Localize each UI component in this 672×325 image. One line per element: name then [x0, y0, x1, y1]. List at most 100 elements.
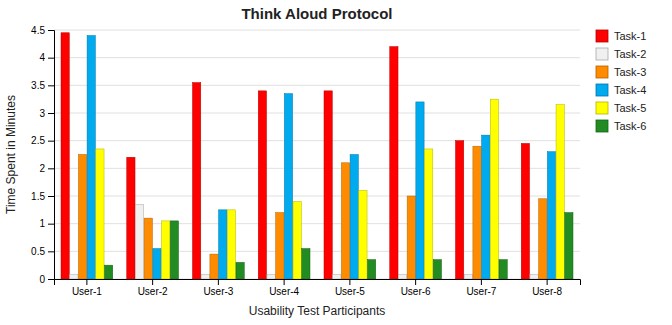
tick-mark [48, 30, 54, 31]
tick-label: User-4 [269, 286, 299, 297]
series [104, 213, 573, 279]
bar [530, 275, 538, 279]
tick: 0.5 [31, 246, 54, 257]
series [61, 33, 530, 279]
tick: 4 [39, 52, 54, 63]
tick-mark [415, 279, 416, 285]
bar [144, 218, 152, 279]
legend-item: Task-5 [596, 102, 646, 114]
bar [473, 146, 481, 279]
tick-label: User-2 [138, 286, 168, 297]
tick-label: User-5 [335, 286, 365, 297]
tick-mark [481, 279, 482, 285]
legend: Task-1Task-2Task-3Task-4Task-5Task-6 [596, 30, 646, 132]
legend-item: Task-1 [596, 30, 646, 42]
tick: User-5 [335, 279, 365, 297]
legend-swatch [596, 120, 608, 132]
bar [170, 221, 178, 279]
bar [70, 275, 78, 279]
tick-label: User-7 [466, 286, 496, 297]
bar [565, 213, 573, 279]
tick-mark [86, 279, 87, 285]
bar [359, 190, 367, 279]
bar [398, 275, 406, 279]
bar [324, 91, 332, 279]
tick: 3.5 [31, 80, 54, 91]
legend-label: Task-5 [614, 102, 646, 114]
bar [104, 265, 112, 279]
tick-mark [48, 141, 54, 142]
bar [456, 141, 464, 279]
tick-mark [48, 113, 54, 114]
y-axis: 00.511.522.533.544.5 [31, 25, 54, 285]
bar [490, 99, 498, 279]
series [87, 36, 556, 279]
tick-label: User-3 [203, 286, 233, 297]
tick-mark [547, 279, 548, 285]
tick: User-7 [466, 279, 496, 297]
chart: User-1User-2User-3User-4User-5User-6User… [0, 0, 672, 325]
tick: User-4 [269, 279, 299, 297]
tick: 3 [39, 108, 54, 119]
x-axis-line [55, 280, 581, 286]
title: Think Aloud Protocol [241, 5, 392, 22]
legend-label: Task-1 [614, 30, 646, 42]
bar [464, 275, 472, 279]
bar [302, 249, 310, 279]
bar [539, 199, 547, 279]
bar [153, 249, 161, 279]
bar [78, 155, 86, 280]
tick-mark [48, 196, 54, 197]
tick: User-1 [72, 279, 102, 297]
legend-swatch [596, 102, 608, 114]
bar [293, 202, 301, 279]
bar [258, 91, 266, 279]
legend-label: Task-6 [614, 120, 646, 132]
bar [201, 275, 209, 279]
plot: User-1User-2User-3User-4User-5User-6User… [31, 25, 580, 297]
legend-label: Task-2 [614, 48, 646, 60]
bar [276, 213, 284, 279]
bar [333, 275, 341, 279]
tick: 0 [39, 274, 54, 285]
tick-label: User-1 [72, 286, 102, 297]
legend-label: Task-4 [614, 84, 646, 96]
bar [127, 157, 135, 279]
grid-line [54, 30, 580, 31]
tick-mark [48, 58, 54, 59]
bar [416, 102, 424, 279]
tick-mark [284, 279, 285, 285]
tick-label: 2.5 [31, 135, 45, 146]
tick-label: User-8 [532, 286, 562, 297]
y-axis-title: Time Spent in Minutes [4, 95, 18, 214]
legend-item: Task-4 [596, 84, 646, 96]
tick-mark [48, 168, 54, 169]
tick-label: 1 [39, 218, 45, 229]
bar [482, 135, 490, 279]
grid [54, 30, 580, 279]
bar [499, 260, 507, 279]
tick-mark [218, 279, 219, 285]
x-axis-title: Usability Test Participants [249, 304, 386, 318]
bar [219, 210, 227, 279]
bar [267, 275, 275, 279]
bar [87, 36, 95, 279]
tick-label: 1.5 [31, 191, 45, 202]
bar [210, 254, 218, 279]
tick: 2.5 [31, 135, 54, 146]
bar [407, 196, 415, 279]
legend-item: Task-6 [596, 120, 646, 132]
bar [341, 163, 349, 279]
grid-line [54, 113, 580, 114]
bars [61, 33, 573, 279]
bar [433, 260, 441, 279]
tick-label: 3.5 [31, 80, 45, 91]
grid-line [54, 57, 580, 58]
legend-swatch [596, 66, 608, 78]
bar [390, 47, 398, 279]
legend-swatch [596, 84, 608, 96]
legend-item: Task-2 [596, 48, 646, 60]
grid-line [54, 85, 580, 86]
bar [367, 260, 375, 279]
bar [61, 33, 69, 279]
